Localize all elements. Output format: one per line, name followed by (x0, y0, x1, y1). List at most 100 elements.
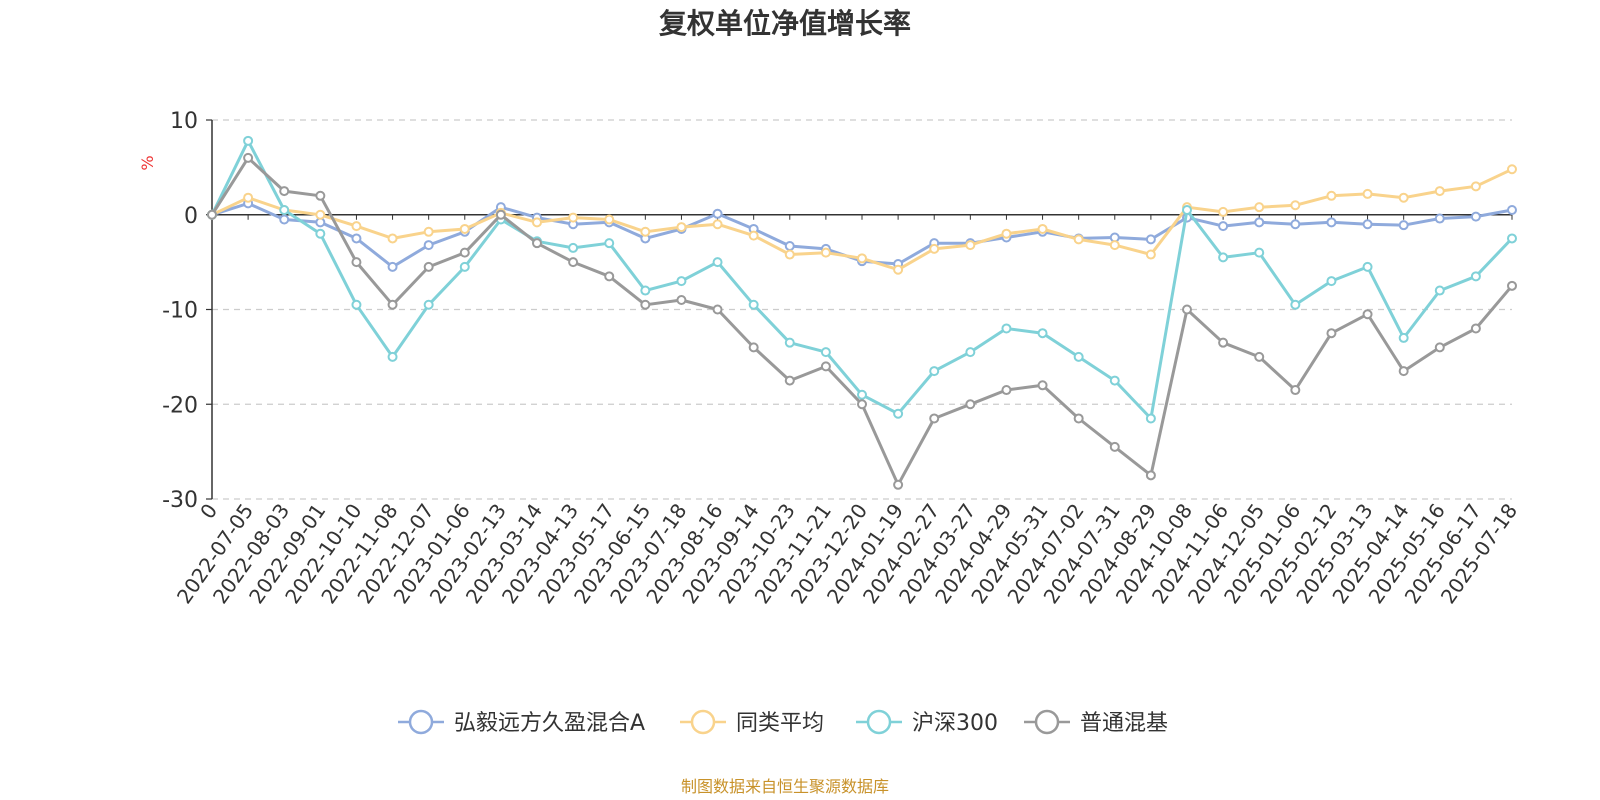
data-point (857, 389, 867, 400)
data-point (1073, 351, 1084, 362)
data-point (1290, 385, 1301, 396)
data-point (315, 190, 326, 201)
data-point (387, 299, 398, 310)
data-point (1470, 323, 1481, 334)
data-point (1398, 366, 1409, 377)
data-point (748, 299, 759, 310)
x-tick-label: 0 (195, 499, 222, 523)
data-point (1434, 285, 1445, 296)
legend-item[interactable]: 弘毅远方久盈混合A (398, 709, 645, 736)
data-point (351, 233, 362, 244)
series-2 (207, 164, 1517, 275)
data-point (1254, 247, 1265, 258)
data-point (423, 261, 434, 272)
data-point (1362, 261, 1373, 272)
data-point (965, 399, 976, 410)
data-point (1001, 228, 1012, 239)
data-point (784, 375, 795, 386)
data-point (1073, 234, 1084, 245)
series-4 (207, 152, 1517, 490)
data-point (820, 247, 831, 258)
data-point (929, 413, 940, 424)
data-point (1145, 234, 1156, 245)
data-point (965, 347, 976, 358)
data-point (315, 209, 326, 220)
grid-lines (206, 119, 1512, 500)
data-point (712, 304, 723, 315)
data-point (243, 152, 254, 163)
data-point (423, 299, 434, 310)
data-point (604, 271, 615, 282)
data-point (1434, 342, 1445, 353)
data-point (604, 214, 615, 225)
data-point (568, 242, 579, 253)
data-point (1470, 271, 1481, 282)
data-point (1254, 351, 1265, 362)
data-point (820, 361, 831, 372)
data-point (1254, 217, 1265, 228)
data-point (279, 205, 290, 216)
series-line (210, 139, 1514, 420)
data-point (1434, 213, 1445, 224)
data-point (459, 247, 470, 258)
data-point (1037, 328, 1048, 339)
x-tick-labels: 02022-07-052022-08-032022-09-012022-10-1… (172, 214, 1522, 608)
data-point (423, 240, 434, 251)
data-point (1470, 211, 1481, 222)
data-point (712, 208, 723, 219)
data-point (1507, 233, 1517, 244)
data-point (1507, 205, 1517, 216)
legend-item[interactable]: 普通混基 (1024, 709, 1168, 736)
data-point (676, 222, 687, 233)
legend[interactable]: 弘毅远方久盈混合A 同类平均 沪深300 普通混基 (398, 709, 1168, 736)
data-point (1254, 202, 1265, 213)
data-point (1434, 186, 1445, 197)
data-point (784, 249, 795, 260)
legend-label: 普通混基 (1080, 711, 1168, 736)
data-point (243, 192, 254, 203)
data-point (1037, 380, 1048, 391)
data-point (1290, 219, 1301, 230)
legend-label: 沪深300 (912, 711, 998, 736)
data-point (459, 261, 470, 272)
data-point (1362, 188, 1373, 199)
legend-label: 同类平均 (736, 711, 824, 736)
data-point (1290, 299, 1301, 310)
data-point (604, 238, 615, 249)
data-point (279, 186, 290, 197)
data-point (1109, 240, 1120, 251)
legend-item[interactable]: 沪深300 (856, 709, 998, 736)
data-point (1037, 223, 1048, 234)
data-point (568, 212, 579, 223)
y-tick-label: 10 (170, 109, 198, 134)
data-point (279, 214, 290, 225)
data-point (893, 264, 904, 275)
data-point (1109, 375, 1120, 386)
data-point (820, 347, 831, 358)
data-point (495, 209, 506, 220)
data-point (1398, 192, 1409, 203)
legend-item[interactable]: 同类平均 (680, 709, 824, 736)
data-point (1470, 181, 1481, 192)
data-point (387, 233, 398, 244)
data-point (243, 135, 254, 146)
legend-marker (1034, 709, 1060, 735)
data-point (965, 240, 976, 251)
series-line (210, 156, 1514, 487)
data-point (1398, 220, 1409, 231)
legend-label: 弘毅远方久盈混合A (454, 711, 645, 736)
data-point (1326, 190, 1337, 201)
data-point (1290, 200, 1301, 211)
data-point (1362, 219, 1373, 230)
y-tick-label: -30 (162, 488, 198, 513)
data-point (1362, 309, 1373, 320)
legend-marker (690, 709, 716, 735)
data-point (640, 285, 651, 296)
series-3 (207, 135, 1517, 424)
data-point (784, 337, 795, 348)
y-tick-label: -20 (162, 393, 198, 418)
data-point (893, 479, 904, 490)
y-tick-label: -10 (162, 299, 198, 324)
data-point (1507, 164, 1517, 175)
data-point (712, 219, 723, 230)
